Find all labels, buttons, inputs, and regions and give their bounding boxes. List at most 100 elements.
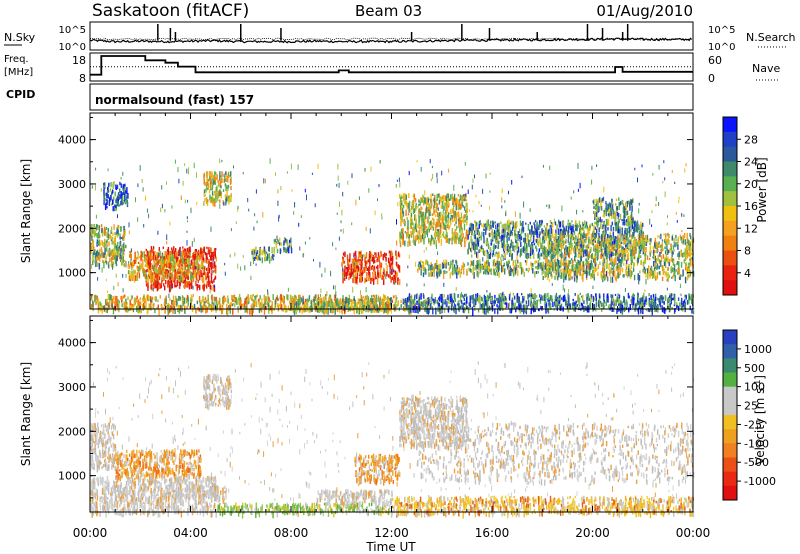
heatmap-cell — [582, 235, 584, 239]
heatmap-cell — [121, 256, 123, 263]
heatmap-cell — [360, 265, 362, 272]
heatmap-cell — [406, 202, 408, 208]
heatmap-cell — [336, 297, 339, 303]
heatmap-cell — [440, 198, 442, 204]
heatmap-cell — [264, 248, 267, 253]
heatmap-cell — [654, 241, 656, 249]
heatmap-cell — [160, 285, 162, 288]
heatmap-cell — [260, 249, 262, 256]
heatmap-cell — [522, 268, 524, 273]
heatmap-cell — [211, 198, 213, 203]
heatmap-cell — [367, 259, 369, 263]
heatmap-cell — [125, 244, 127, 248]
heatmap-cell — [204, 301, 206, 307]
heatmap-cell — [396, 297, 398, 300]
heatmap-cell — [500, 221, 502, 224]
heatmap-cell — [689, 259, 692, 266]
heatmap-cell — [118, 256, 121, 260]
heatmap-cell — [263, 308, 266, 315]
heatmap-cell — [489, 254, 491, 259]
heatmap-cell — [368, 269, 370, 277]
heatmap-cell — [589, 225, 591, 228]
heatmap-cell — [110, 226, 113, 232]
heatmap-cell — [122, 186, 124, 191]
heatmap-cell — [483, 263, 485, 267]
heatmap-cell — [360, 271, 362, 278]
heatmap-cell — [150, 296, 152, 303]
heatmap-cell — [575, 242, 577, 247]
heatmap-cell — [150, 284, 152, 290]
heatmap-cell — [197, 261, 199, 265]
heatmap-cell — [497, 253, 499, 260]
heatmap-cell — [611, 260, 613, 267]
heatmap-cell — [560, 228, 563, 232]
heatmap-cell — [370, 298, 372, 302]
heatmap-cell — [283, 246, 285, 253]
heatmap-cell — [579, 238, 581, 241]
heatmap-cell — [631, 234, 633, 239]
heatmap-cell — [477, 242, 479, 247]
heatmap-cell — [107, 228, 109, 233]
heatmap-cell — [476, 264, 479, 270]
heatmap-cell — [225, 198, 227, 206]
heatmap-cell — [391, 299, 394, 303]
heatmap-cell — [598, 249, 601, 253]
heatmap-cell — [671, 251, 673, 258]
heatmap-cell — [90, 304, 93, 310]
heatmap-cell — [611, 267, 613, 270]
heatmap-cell — [690, 256, 692, 261]
heatmap-cell — [182, 301, 184, 306]
heatmap-cell — [400, 217, 402, 220]
heatmap-cell — [369, 301, 371, 309]
heatmap-cell — [225, 173, 227, 179]
heatmap-cell — [191, 296, 193, 302]
heatmap-cell — [168, 285, 171, 293]
heatmap-cell — [112, 189, 114, 194]
heatmap-cell — [179, 297, 181, 301]
heatmap-cell — [626, 227, 628, 235]
heatmap-cell — [492, 224, 494, 228]
heatmap-cell — [220, 194, 222, 199]
heatmap-cell — [183, 297, 186, 304]
heatmap-cell — [269, 300, 272, 303]
heatmap-cell — [112, 261, 115, 265]
heatmap-cell — [114, 295, 116, 300]
heatmap-cell — [96, 241, 98, 247]
heatmap-cell — [172, 277, 175, 281]
heatmap-cell — [240, 303, 243, 310]
heatmap-cell — [399, 236, 401, 242]
heatmap-cell — [526, 242, 528, 249]
heatmap-cell — [587, 227, 589, 231]
heatmap-cell — [134, 297, 136, 301]
heatmap-cell — [279, 237, 281, 242]
heatmap-cell — [670, 267, 672, 274]
heatmap-cell — [517, 259, 519, 264]
heatmap-cell — [498, 227, 500, 233]
heatmap-cell — [210, 254, 213, 261]
heatmap-cell — [366, 294, 368, 302]
heatmap-cell — [233, 302, 235, 305]
heatmap-cell — [379, 255, 381, 259]
heatmap-cell — [504, 268, 506, 275]
heatmap-cell — [654, 249, 656, 253]
heatmap-cell — [205, 271, 207, 279]
heatmap-cell — [121, 254, 124, 258]
heatmap-cell — [509, 253, 511, 257]
heatmap-cell — [615, 242, 618, 248]
heatmap-cell — [103, 185, 105, 188]
heatmap-cell — [463, 223, 466, 231]
heatmap-cell — [212, 251, 214, 255]
heatmap-cell — [210, 198, 212, 204]
heatmap-cell — [388, 274, 390, 278]
heatmap-cell — [148, 250, 150, 256]
heatmap-cell — [431, 213, 433, 216]
heatmap-cell — [120, 191, 122, 196]
heatmap-cell — [210, 265, 213, 270]
heatmap-cell — [474, 264, 477, 270]
heatmap-cell — [187, 257, 190, 261]
heatmap-cell — [135, 275, 137, 281]
heatmap-cell — [123, 190, 126, 194]
heatmap-cell — [559, 254, 561, 257]
heatmap-cell — [576, 226, 578, 232]
heatmap-cell — [152, 304, 154, 307]
